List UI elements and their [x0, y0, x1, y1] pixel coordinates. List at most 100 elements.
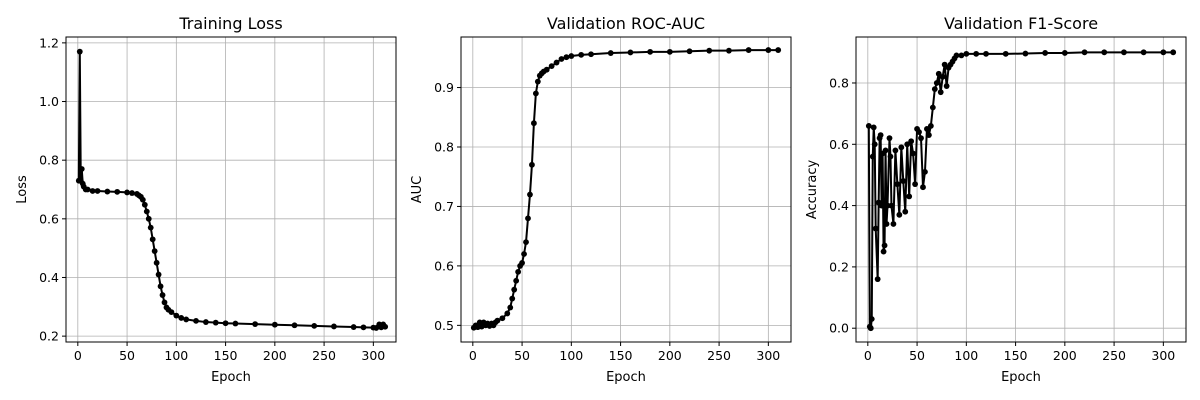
- data-point: [232, 320, 239, 327]
- data-point: [1022, 50, 1029, 57]
- data-point: [222, 320, 229, 327]
- x-tick-label: 250: [312, 348, 336, 363]
- data-point: [104, 188, 111, 195]
- data-point: [941, 61, 948, 68]
- data-point: [868, 316, 875, 322]
- data-point: [360, 324, 367, 331]
- data-point: [647, 48, 654, 55]
- x-tick-label: 200: [658, 348, 682, 363]
- data-point: [882, 147, 889, 154]
- data-point: [124, 189, 130, 196]
- data-point: [918, 135, 924, 142]
- data-point: [527, 191, 533, 198]
- data-point: [143, 208, 150, 215]
- data-point: [155, 271, 162, 278]
- data-point: [706, 47, 713, 54]
- data-point: [872, 225, 879, 232]
- y-tick-label: 1.2: [39, 35, 59, 50]
- data-point: [931, 86, 938, 93]
- data-point: [523, 239, 529, 246]
- x-axis-label: Epoch: [606, 370, 646, 385]
- data-point: [499, 315, 506, 322]
- chart-title: Training Loss: [178, 14, 282, 33]
- data-point: [183, 316, 190, 323]
- x-tick-label: 300: [1151, 348, 1175, 363]
- y-axis-label: AUC: [410, 176, 425, 204]
- data-point: [922, 168, 928, 175]
- y-tick-label: 0.7: [434, 199, 454, 214]
- data-point: [881, 242, 888, 249]
- data-point: [149, 236, 156, 243]
- data-point: [912, 181, 918, 188]
- data-point: [973, 50, 980, 57]
- y-tick-label: 0.6: [39, 211, 59, 226]
- data-point: [534, 78, 541, 85]
- data-point: [531, 120, 537, 127]
- data-point: [331, 323, 337, 330]
- data-point: [507, 304, 514, 311]
- y-tick-label: 0.6: [434, 258, 454, 273]
- y-tick-label: 0.5: [434, 318, 454, 333]
- data-point: [890, 221, 897, 227]
- data-point: [193, 317, 199, 324]
- data-point: [168, 309, 175, 315]
- x-tick-label: 100: [164, 348, 188, 363]
- data-point: [563, 54, 570, 61]
- data-point: [578, 51, 585, 58]
- data-point: [963, 50, 970, 57]
- data-point: [943, 83, 950, 89]
- data-point: [607, 50, 614, 56]
- chart-title: Validation ROC-AUC: [547, 14, 705, 33]
- x-tick-label: 250: [707, 348, 731, 363]
- axes-frame: [460, 36, 792, 343]
- data-point: [94, 188, 101, 194]
- data-point: [588, 51, 594, 58]
- data-point: [745, 47, 752, 53]
- data-point: [886, 135, 893, 142]
- data-point: [271, 321, 278, 328]
- data-point: [1042, 50, 1049, 56]
- data-point: [887, 153, 894, 160]
- data-point: [894, 181, 901, 188]
- x-tick-label: 50: [119, 348, 135, 363]
- x-tick-label: 0: [864, 348, 872, 363]
- data-point: [519, 260, 525, 266]
- data-point: [929, 104, 936, 111]
- data-point: [157, 283, 164, 290]
- data-point: [529, 161, 535, 168]
- data-point: [509, 295, 516, 302]
- data-point: [521, 251, 527, 257]
- data-point: [883, 221, 890, 227]
- x-tick-label: 150: [214, 348, 238, 363]
- data-point: [888, 202, 895, 209]
- data-point: [871, 141, 878, 148]
- data-point: [173, 312, 180, 319]
- data-point: [920, 184, 926, 191]
- y-tick-label: 0.4: [829, 198, 849, 213]
- data-point: [89, 188, 96, 194]
- data-point: [153, 259, 160, 266]
- data-point: [867, 325, 874, 332]
- data-point: [382, 323, 389, 330]
- data-point: [350, 324, 357, 330]
- data-point: [958, 52, 965, 59]
- y-tick-label: 0.0: [829, 321, 849, 336]
- data-point: [937, 89, 944, 96]
- data-point: [1101, 49, 1108, 56]
- data-point: [494, 317, 501, 324]
- y-axis-label: Loss: [15, 175, 30, 204]
- axes-frame: [65, 36, 397, 343]
- x-axis-label: Epoch: [211, 370, 251, 385]
- data-point: [627, 49, 634, 56]
- data-point: [927, 122, 934, 129]
- x-tick-label: 150: [609, 348, 633, 363]
- data-point: [159, 292, 166, 298]
- data-point: [880, 248, 887, 255]
- data-point: [877, 132, 884, 138]
- y-tick-label: 1.0: [39, 94, 59, 109]
- data-point: [161, 299, 168, 306]
- y-tick-label: 0.8: [434, 139, 454, 154]
- data-point: [504, 310, 511, 317]
- data-point: [145, 215, 152, 222]
